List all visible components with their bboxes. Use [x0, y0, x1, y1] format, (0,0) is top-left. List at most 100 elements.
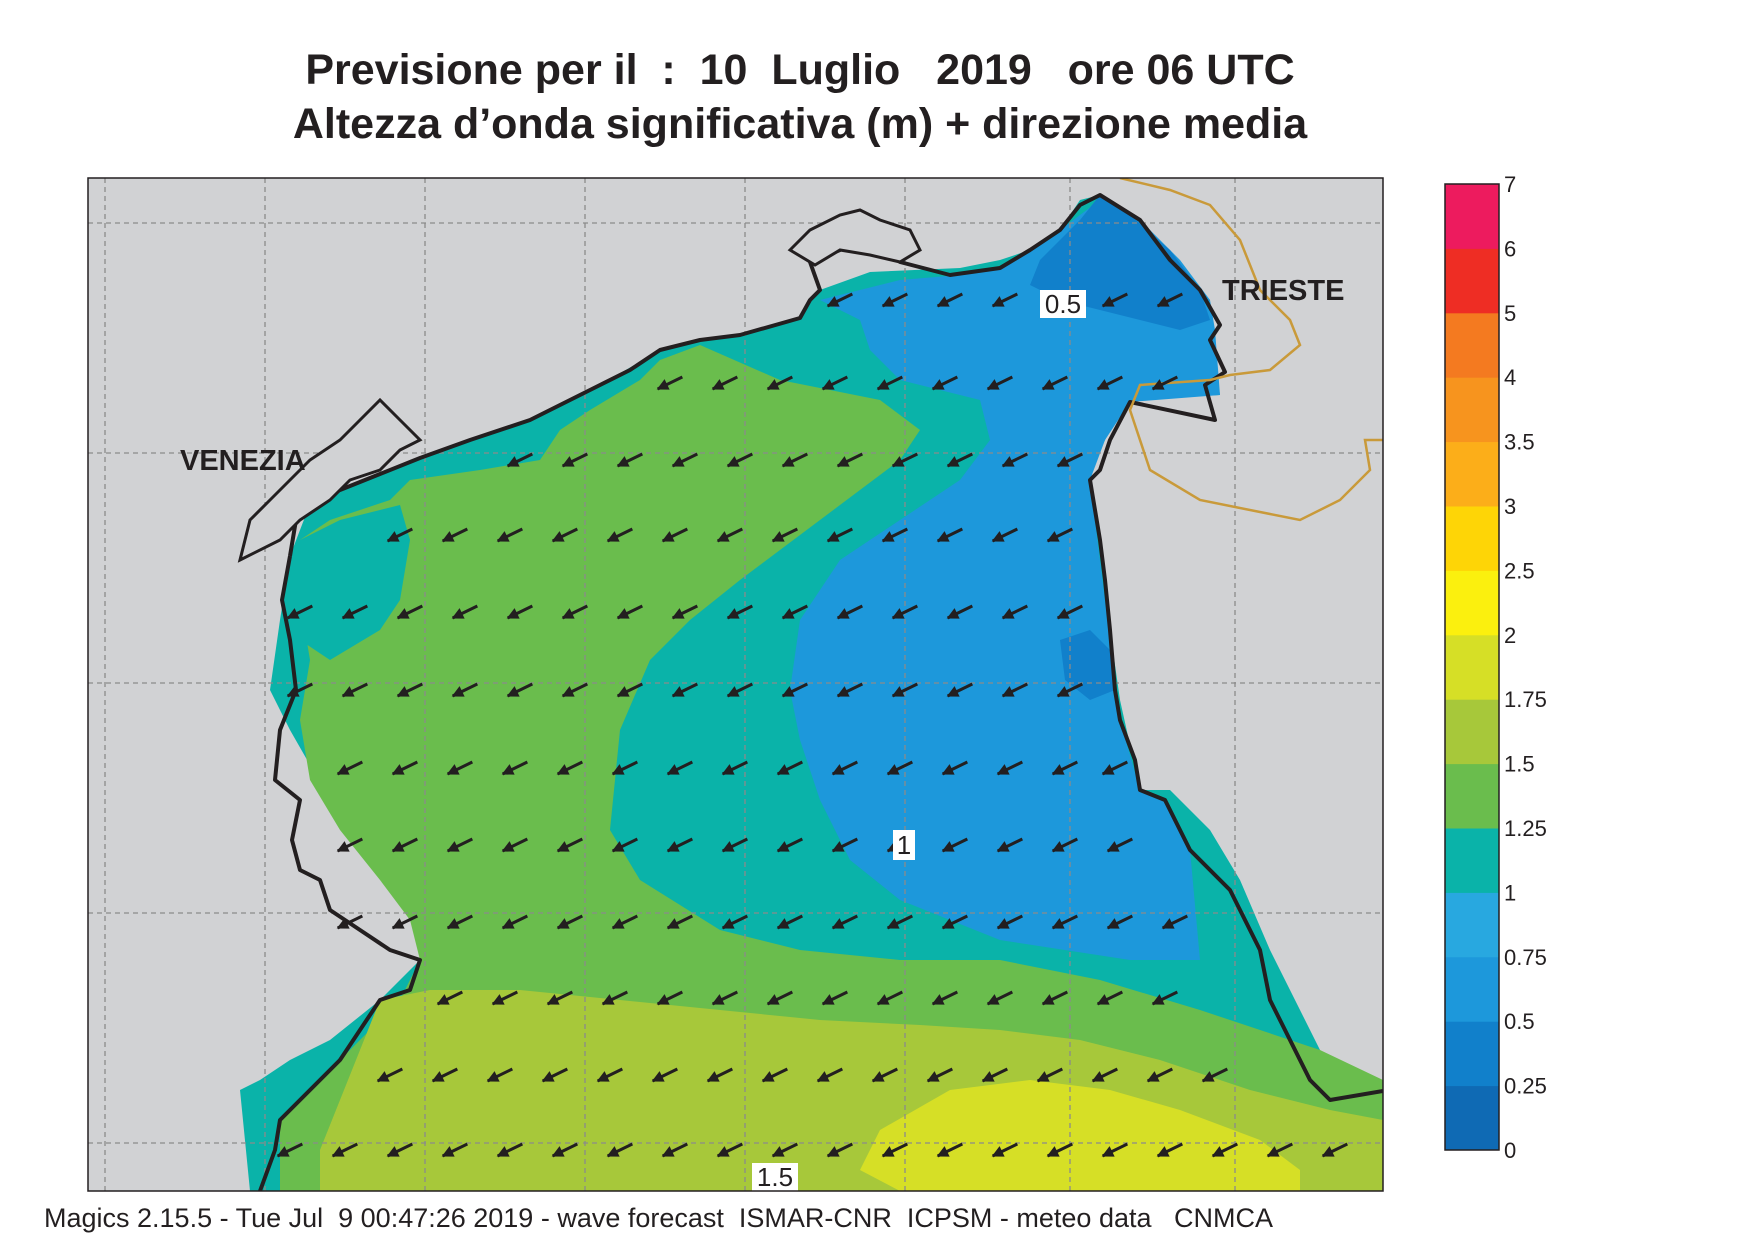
wave-direction-arrowhead	[501, 841, 515, 852]
wave-direction-arrowhead	[1051, 918, 1065, 929]
wave-direction-arrowhead	[1056, 686, 1070, 697]
wave-direction-arrowhead	[1266, 1146, 1280, 1157]
wave-direction-arrowhead	[446, 918, 460, 929]
wave-direction-arrowhead	[986, 379, 1000, 390]
colorbar-tick-label: 0	[1504, 1138, 1516, 1163]
wave-direction-arrowhead	[491, 994, 505, 1005]
wave-direction-arrowhead	[616, 456, 630, 467]
wave-direction-arrowhead	[711, 379, 725, 390]
colorbar-swatch	[1445, 184, 1499, 249]
lagoon-islands	[237, 397, 423, 563]
colorbar-tick-label: 1.25	[1504, 816, 1547, 841]
wave-direction-arrowhead	[1046, 1146, 1060, 1157]
colorbar-swatch	[1445, 570, 1499, 636]
city-label-venezia: VENEZIA	[180, 445, 306, 477]
colorbar-tick-label: 1.75	[1504, 687, 1547, 712]
wave-direction-arrowhead	[1106, 918, 1120, 929]
wave-direction-arrowhead	[441, 531, 455, 542]
wave-direction-arrowhead	[606, 1146, 620, 1157]
wave-direction-arrowhead	[1056, 456, 1070, 467]
wave-direction-arrowhead	[1001, 608, 1015, 619]
colorbar-tick-label: 1.5	[1504, 752, 1535, 777]
wave-direction-arrowhead	[876, 379, 890, 390]
coastline-west	[258, 555, 422, 1191]
wave-direction-arrowhead	[1161, 918, 1175, 929]
wave-direction-arrowhead	[776, 841, 790, 852]
wave-direction-arrowhead	[561, 686, 575, 697]
wave-direction-arrowhead	[661, 531, 675, 542]
wave-direction-arrowhead	[766, 379, 780, 390]
footer-credits: Magics 2.15.5 - Tue Jul 9 00:47:26 2019 …	[44, 1203, 1273, 1233]
wave-direction-arrowhead	[486, 1071, 500, 1082]
wave-direction-arrowhead	[1106, 841, 1120, 852]
wave-direction-arrowhead	[651, 1071, 665, 1082]
wave-direction-arrowhead	[826, 1146, 840, 1157]
wave-direction-arrowhead	[451, 608, 465, 619]
wave-direction-arrowhead	[666, 841, 680, 852]
colorbar-swatch	[1445, 377, 1499, 443]
wave-direction-arrowhead	[506, 608, 520, 619]
wave-direction-arrowhead	[1036, 1071, 1050, 1082]
colorbar-swatch	[1445, 248, 1499, 314]
wave-direction-arrowhead	[386, 1146, 400, 1157]
wave-direction-arrowhead	[871, 1071, 885, 1082]
wave-direction-arrowhead	[1151, 994, 1165, 1005]
colorbar-tick-label: 2	[1504, 623, 1516, 648]
wave-direction-arrowhead	[1001, 686, 1015, 697]
wave-direction-arrowhead	[441, 1146, 455, 1157]
wave-direction-arrowhead	[1146, 1071, 1160, 1082]
wave-direction-arrowhead	[831, 918, 845, 929]
wave-direction-arrowhead	[506, 456, 520, 467]
wave-direction-arrowhead	[941, 764, 955, 775]
colorbar-frame	[1444, 183, 1500, 1151]
wave-direction-arrowhead	[396, 608, 410, 619]
wave-direction-arrowhead	[991, 531, 1005, 542]
title-line-1: Previsione per il : 10 Luglio 2019 ore 0…	[305, 46, 1295, 94]
contour-label-1-box	[893, 830, 915, 860]
wave-direction-arrowhead	[671, 686, 685, 697]
wave-direction-arrowhead	[1211, 1146, 1225, 1157]
wave-direction-arrowhead	[1051, 764, 1065, 775]
colorbar-swatch	[1445, 828, 1499, 893]
wave-direction-arrowhead	[996, 918, 1010, 929]
wave-direction-arrowhead	[781, 686, 795, 697]
wave-direction-arrowhead	[616, 686, 630, 697]
wave-direction-arrowhead	[781, 456, 795, 467]
contour-label-0-5: 0.5	[1045, 289, 1081, 319]
wave-direction-arrowhead	[821, 379, 835, 390]
wave-direction-arrowhead	[716, 531, 730, 542]
wave-direction-arrowhead	[341, 608, 355, 619]
wave-direction-arrowhead	[666, 918, 680, 929]
wave-direction-arrowhead	[556, 918, 570, 929]
colorbar-tick-label: 7	[1504, 172, 1516, 197]
city-label-trieste: TRIESTE	[1222, 275, 1344, 307]
wave-direction-arrowhead	[1046, 531, 1060, 542]
colorbar-tick-label: 0.25	[1504, 1074, 1547, 1099]
wave-direction-arrowhead	[336, 764, 350, 775]
colorbar-tick-label: 0.5	[1504, 1009, 1535, 1034]
wave-direction-arrowhead	[556, 764, 570, 775]
wave-direction-arrowhead	[666, 764, 680, 775]
wave-direction-arrowhead	[286, 686, 300, 697]
map-frame	[87, 177, 1384, 1192]
colorbar-swatch	[1445, 892, 1499, 958]
wave-direction-arrowhead	[656, 379, 670, 390]
colorbar-swatch	[1445, 699, 1499, 765]
wave-direction-arrowhead	[826, 531, 840, 542]
wave-direction-arrowhead	[1051, 841, 1065, 852]
wave-direction-arrowhead	[1096, 994, 1110, 1005]
wave-direction-arrowhead	[881, 531, 895, 542]
wave-class-green	[280, 345, 1383, 1191]
wave-direction-arrowhead	[546, 994, 560, 1005]
wave-direction-arrowhead	[1056, 608, 1070, 619]
wave-direction-arrowhead	[836, 608, 850, 619]
wave-direction-arrowhead	[606, 531, 620, 542]
wave-direction-arrowhead	[891, 608, 905, 619]
wave-direction-arrowhead	[496, 531, 510, 542]
wave-direction-arrowhead	[936, 531, 950, 542]
wave-direction-arrowhead	[541, 1071, 555, 1082]
wave-direction-arrowhead	[496, 1146, 510, 1157]
wave-direction-arrowhead	[941, 841, 955, 852]
wave-direction-arrowhead	[991, 1146, 1005, 1157]
wave-direction-arrowhead	[561, 456, 575, 467]
